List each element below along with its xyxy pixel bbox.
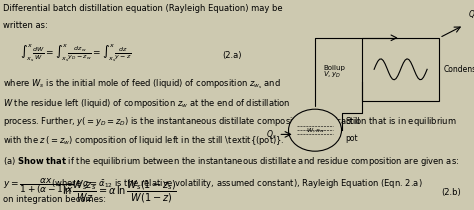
Text: $W, x_w$: $W, x_w$ — [306, 126, 324, 135]
Text: on integration becomes:: on integration becomes: — [3, 195, 106, 204]
Text: $y = \dfrac{\alpha x}{1+(\alpha-1)x}$: $y = \dfrac{\alpha x}{1+(\alpha-1)x}$ — [3, 176, 73, 196]
Ellipse shape — [289, 109, 341, 151]
Text: pot: pot — [346, 134, 358, 143]
Text: (2.a): (2.a) — [222, 51, 241, 60]
Text: Differential batch distillation equation (Rayleigh Equation) may be: Differential batch distillation equation… — [3, 4, 283, 13]
Text: with the $z\,(= z_w)$ composition of liquid left in the still \textit{(pot)}.: with the $z\,(= z_w)$ composition of liq… — [3, 134, 284, 147]
Text: where $W_s$ is the initial mole of feed (liquid) of composition $z_{w_s}$ and: where $W_s$ is the initial mole of feed … — [3, 78, 281, 91]
Text: $Q_c$: $Q_c$ — [468, 8, 474, 21]
Text: $\mathrm{ln}\,\dfrac{W_s z_s}{Wz} = \alpha\,\mathrm{ln}\,\dfrac{W_s\left(1-z_s\r: $\mathrm{ln}\,\dfrac{W_s z_s}{Wz} = \alp… — [62, 179, 177, 205]
Text: process. Further, $y(= y_D = z_D)$ is the instantaneous distillate composition m: process. Further, $y(= y_D = z_D)$ is th… — [3, 116, 456, 129]
Text: Condenser: Condenser — [444, 65, 474, 74]
Text: $W$ the residue left (liquid) of composition $z_w$ at the end of distillation: $W$ the residue left (liquid) of composi… — [3, 97, 291, 110]
Text: $\int_{x_s}^{x} \frac{dW}{W} = \int_{x_s}^{x} \frac{dz_w}{y_D - z_w} = \int_{x_s: $\int_{x_s}^{x} \frac{dW}{W} = \int_{x_s… — [20, 42, 131, 64]
Text: written as:: written as: — [3, 21, 47, 30]
Text: Boilup: Boilup — [323, 65, 345, 71]
Text: Still: Still — [346, 117, 360, 126]
Bar — [362, 38, 439, 101]
Text: (where $\alpha = \bar{\alpha}_{12}$ is the relative volatility, assumed constant: (where $\alpha = \bar{\alpha}_{12}$ is t… — [51, 177, 423, 190]
Text: $V, y_D$: $V, y_D$ — [323, 70, 341, 80]
Text: (2.b): (2.b) — [441, 188, 461, 197]
Text: $Q_s$: $Q_s$ — [265, 128, 276, 141]
Text: (a) $\mathbf{Show\ that}$ if the equilibrium between the instantaneous distillat: (a) $\mathbf{Show\ that}$ if the equilib… — [3, 155, 459, 168]
